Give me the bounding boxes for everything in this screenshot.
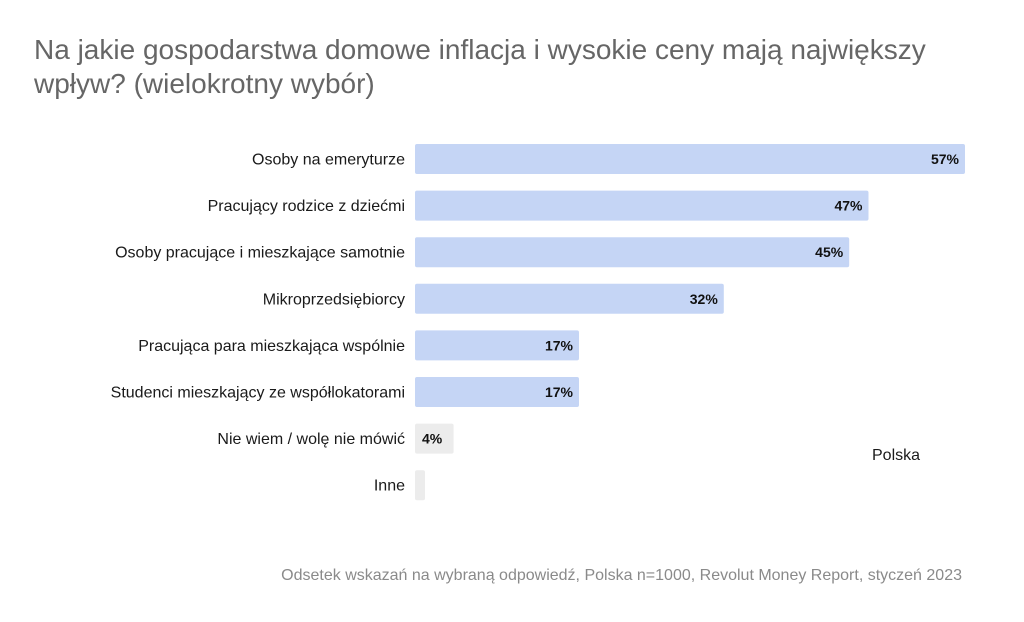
bar-3 [415,237,850,268]
category-label: Pracujący rodzice z dziećmi [208,198,405,215]
value-label: 17% [545,337,574,353]
bar-5 [415,330,579,361]
bar-7 [415,423,454,454]
chart-title: Na jakie gospodarstwa domowe inflacja i … [34,34,926,99]
bar-2 [415,190,869,221]
category-label: Osoby na emeryturze [252,152,405,169]
category-label: Nie wiem / wolę nie mówić [217,431,405,448]
value-label: 4% [422,431,443,447]
value-label: 45% [815,244,844,260]
category-label: Mikroprzedsiębiorcy [263,291,405,308]
legend-series-label: Polska [872,447,921,464]
source-note: Odsetek wskazań na wybraną odpowiedź, Po… [281,567,962,584]
category-label: Studenci mieszkający ze współlokatorami [111,385,405,402]
value-label: 47% [834,198,863,214]
bar-1 [415,144,965,174]
value-label: 32% [690,291,719,307]
category-label: Osoby pracujące i mieszkające samotnie [115,245,405,262]
category-label: Pracująca para mieszkająca wspólnie [138,338,405,355]
bar-6 [415,377,579,407]
category-label: Inne [374,478,405,495]
bars-layer: Osoby na emeryturze 57% Pracujący rodzice … [111,144,965,501]
value-label: 17% [545,384,574,400]
bar-4 [415,283,724,314]
value-label: 57% [931,151,960,167]
bar-8 [415,470,425,501]
